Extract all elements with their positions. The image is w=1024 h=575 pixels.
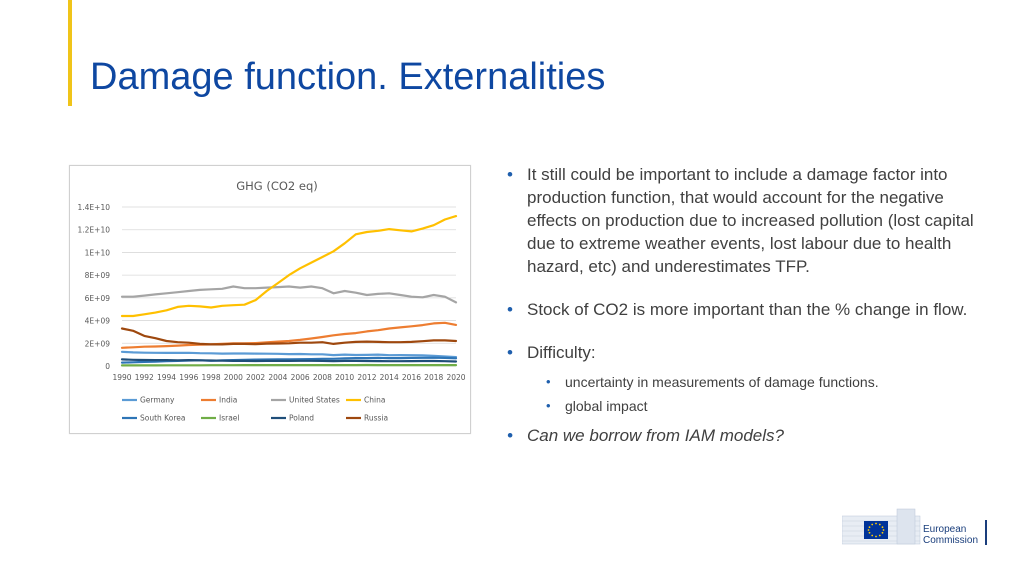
x-tick-label: 2018	[424, 373, 443, 382]
bullet-text: It still could be important to include a…	[527, 165, 974, 276]
slide-title: Damage function. Externalities	[90, 56, 606, 98]
series-line-united-states	[120, 285, 458, 304]
x-tick-label: 2016	[402, 373, 421, 382]
y-tick-label: 1E+10	[85, 248, 111, 257]
series-line-india	[120, 321, 458, 349]
y-tick-label: 6E+09	[85, 294, 111, 303]
eu-flag-icon	[864, 521, 888, 539]
y-tick-label: 1.4E+10	[78, 203, 111, 212]
x-tick-label: 2010	[335, 373, 354, 382]
legend-label: Israel	[219, 414, 240, 423]
x-tick-label: 2004	[268, 373, 287, 382]
sub-bullet-item: • global impact	[505, 397, 995, 415]
ghg-line-chart: GHG (CO2 eq) 0 2E+09 4E+09 6E+09 8E+09 1E+10 1.…	[78, 179, 466, 423]
legend-label: China	[364, 396, 385, 405]
x-tick-label: 1990	[112, 373, 131, 382]
sub-bullet-text: uncertainty in measurements of damage fu…	[565, 374, 879, 390]
x-tick-label: 2020	[446, 373, 465, 382]
legend-label: Poland	[289, 414, 314, 423]
x-tick-label: 2006	[291, 373, 310, 382]
y-tick-label: 2E+09	[85, 339, 111, 348]
bullet-dot-icon: •	[507, 165, 513, 184]
bullet-item: • Difficulty:	[505, 341, 995, 364]
bullet-dot-icon: •	[546, 398, 551, 413]
title-accent-bar	[68, 0, 72, 106]
bullet-dot-icon: •	[507, 426, 513, 445]
bullet-item: • Stock of CO2 is more important than th…	[505, 298, 995, 321]
european-commission-wordmark: European Commission	[923, 524, 978, 546]
x-tick-label: 2014	[380, 373, 399, 382]
x-tick-label: 2002	[246, 373, 265, 382]
legend-label: Russia	[364, 414, 388, 423]
logo-line-1: European	[923, 524, 967, 535]
x-tick-label: 2000	[224, 373, 243, 382]
y-tick-label: 1.2E+10	[78, 226, 111, 235]
sub-bullet-text: global impact	[565, 398, 648, 414]
bullet-item: • It still could be important to include…	[505, 163, 995, 278]
series-line-russia	[120, 327, 458, 346]
sub-bullet-item: • uncertainty in measurements of damage …	[505, 373, 995, 391]
logo-line-2: Commission	[923, 535, 979, 546]
series-line-poland	[120, 358, 458, 363]
x-tick-label: 2008	[313, 373, 332, 382]
x-tick-label: 2012	[357, 373, 376, 382]
logo-divider	[985, 520, 987, 545]
bullet-list: • It still could be important to include…	[505, 163, 995, 447]
legend-label: India	[219, 396, 237, 405]
legend-label: South Korea	[140, 414, 185, 423]
x-tick-label: 1998	[202, 373, 221, 382]
y-tick-label: 8E+09	[85, 271, 111, 280]
x-tick-label: 1992	[135, 373, 154, 382]
y-tick-label: 0	[105, 362, 110, 371]
y-tick-label: 4E+09	[85, 317, 111, 326]
european-commission-logo	[842, 508, 921, 545]
bullet-dot-icon: •	[507, 343, 513, 362]
legend-label: Germany	[140, 396, 175, 405]
x-tick-label: 1994	[157, 373, 176, 382]
bullet-text: Stock of CO2 is more important than the …	[527, 300, 968, 319]
x-tick-label: 1996	[179, 373, 198, 382]
series-line-germany	[120, 350, 458, 359]
legend-label: United States	[289, 396, 340, 405]
series-line-china	[120, 214, 458, 318]
bullet-dot-icon: •	[546, 374, 551, 389]
bullet-dot-icon: •	[507, 300, 513, 319]
bullet-text: Can we borrow from IAM models?	[527, 426, 784, 445]
bullet-item: • Can we borrow from IAM models?	[505, 424, 995, 447]
bullet-text: Difficulty:	[527, 343, 596, 362]
chart-title: GHG (CO2 eq)	[236, 179, 318, 193]
ghg-chart: GHG (CO2 eq) 0 2E+09 4E+09 6E+09 8E+09 1E+10 1.…	[69, 165, 471, 434]
